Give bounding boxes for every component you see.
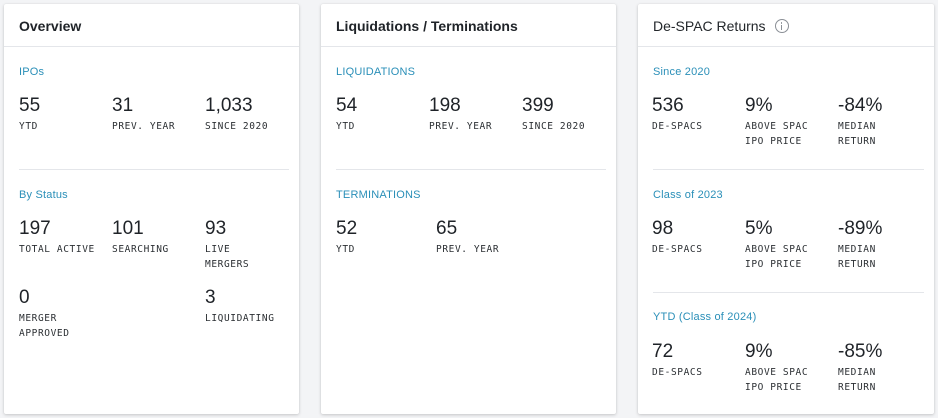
info-icon[interactable] [774, 19, 789, 33]
stat-value: 55 [19, 95, 41, 116]
ytd-2024-section: YTD (Class of 2024) [653, 311, 924, 323]
liquidations-since-2020-stat: 399 SINCE 2020 [522, 96, 614, 134]
stat-label: LIVE MERGERS [205, 244, 250, 270]
stat-label: ABOVE SPAC IPO PRICE [745, 121, 809, 147]
stat-label: SINCE 2020 [522, 121, 586, 132]
class-2023-section: Class of 2023 [653, 189, 924, 201]
stat-value: 52 [336, 218, 358, 239]
ytd-2024-section-title: YTD (Class of 2024) [653, 311, 757, 323]
ipos-since-2020-stat: 1,033 SINCE 2020 [205, 96, 297, 134]
ytd-2024-median-return-stat: -85% MEDIAN RETURN [838, 342, 930, 395]
since-2020-despacs-stat: 536 DE-SPACS [652, 96, 744, 134]
stat-value: 9% [745, 341, 773, 362]
stat-label: YTD [336, 121, 355, 132]
stat-label: DE-SPACS [652, 121, 703, 132]
despac-card: De-SPAC Returns Since 2020 536 DE-SPACS … [638, 4, 934, 414]
live-mergers-stat: 93 LIVE MERGERS [205, 219, 297, 272]
since-2020-above-ipo-stat: 9% ABOVE SPAC IPO PRICE [745, 96, 837, 149]
terminations-prev-year-stat: 65 PREV. YEAR [436, 219, 528, 257]
stat-label: MEDIAN RETURN [838, 244, 876, 270]
liquidations-card: Liquidations / Terminations LIQUIDATIONS… [321, 4, 616, 414]
overview-card: Overview IPOs 55 YTD 31 PREV. YEAR 1,033… [4, 4, 299, 414]
since-2020-section: Since 2020 [653, 66, 924, 78]
stat-label: YTD [336, 244, 355, 255]
total-active-stat: 197 TOTAL ACTIVE [19, 219, 111, 257]
stat-label: SINCE 2020 [205, 121, 269, 132]
stat-label: PREV. YEAR [112, 121, 176, 132]
since-2020-section-title: Since 2020 [653, 66, 711, 78]
stat-label: SEARCHING [112, 244, 169, 255]
ipos-prev-year-stat: 31 PREV. YEAR [112, 96, 204, 134]
liquidating-stat: 3 LIQUIDATING [205, 288, 297, 326]
section-divider [19, 169, 289, 170]
stat-label: DE-SPACS [652, 244, 703, 255]
stat-value: -84% [838, 95, 883, 116]
stat-value: 536 [652, 95, 684, 116]
terminations-ytd-stat: 52 YTD [336, 219, 428, 257]
stat-value: 1,033 [205, 95, 253, 116]
stat-value: 198 [429, 95, 461, 116]
stat-label: YTD [19, 121, 38, 132]
section-divider [653, 292, 924, 293]
ytd-2024-despacs-stat: 72 DE-SPACS [652, 342, 744, 380]
class-2023-despacs-stat: 98 DE-SPACS [652, 219, 744, 257]
stat-label: DE-SPACS [652, 367, 703, 378]
stat-label: TOTAL ACTIVE [19, 244, 95, 255]
stat-value: 9% [745, 95, 773, 116]
terminations-section-title: TERMINATIONS [336, 189, 421, 201]
liquidations-section: LIQUIDATIONS [336, 66, 606, 78]
stat-value: -89% [838, 218, 883, 239]
liquidations-section-title: LIQUIDATIONS [336, 66, 416, 78]
section-divider [336, 169, 606, 170]
stat-label: PREV. YEAR [429, 121, 493, 132]
stat-value: 3 [205, 287, 216, 308]
stat-value: 31 [112, 95, 134, 116]
stat-label: MERGER APPROVED [19, 313, 70, 339]
stat-label: MEDIAN RETURN [838, 121, 876, 147]
by-status-section: By Status [19, 189, 289, 201]
stat-value: 98 [652, 218, 674, 239]
ipos-section: IPOs [19, 66, 289, 78]
searching-stat: 101 SEARCHING [112, 219, 204, 257]
ytd-2024-above-ipo-stat: 9% ABOVE SPAC IPO PRICE [745, 342, 837, 395]
merger-approved-stat: 0 MERGER APPROVED [19, 288, 111, 341]
stat-label: MEDIAN RETURN [838, 367, 876, 393]
stat-value: 5% [745, 218, 773, 239]
liquidations-prev-year-stat: 198 PREV. YEAR [429, 96, 521, 134]
stat-label: ABOVE SPAC IPO PRICE [745, 367, 809, 393]
class-2023-median-return-stat: -89% MEDIAN RETURN [838, 219, 930, 272]
despac-title: De-SPAC Returns [653, 18, 766, 34]
stat-value: 101 [112, 218, 144, 239]
stat-label: PREV. YEAR [436, 244, 500, 255]
stat-value: 197 [19, 218, 51, 239]
by-status-section-title: By Status [19, 189, 68, 201]
stat-value: 0 [19, 287, 30, 308]
stat-value: -85% [838, 341, 883, 362]
ipos-section-title: IPOs [19, 66, 45, 78]
liquidations-ytd-stat: 54 YTD [336, 96, 428, 134]
overview-title: Overview [4, 4, 299, 47]
stat-value: 54 [336, 95, 358, 116]
stat-value: 399 [522, 95, 554, 116]
stat-label: ABOVE SPAC IPO PRICE [745, 244, 809, 270]
despac-header: De-SPAC Returns [638, 4, 934, 47]
terminations-section: TERMINATIONS [336, 189, 606, 201]
stat-value: 72 [652, 341, 674, 362]
stat-value: 65 [436, 218, 458, 239]
stat-label: LIQUIDATING [205, 313, 275, 324]
class-2023-above-ipo-stat: 5% ABOVE SPAC IPO PRICE [745, 219, 837, 272]
since-2020-median-return-stat: -84% MEDIAN RETURN [838, 96, 930, 149]
ipos-ytd-stat: 55 YTD [19, 96, 111, 134]
liquidations-title: Liquidations / Terminations [321, 4, 616, 47]
stat-value: 93 [205, 218, 227, 239]
section-divider [653, 169, 924, 170]
class-2023-section-title: Class of 2023 [653, 189, 723, 201]
